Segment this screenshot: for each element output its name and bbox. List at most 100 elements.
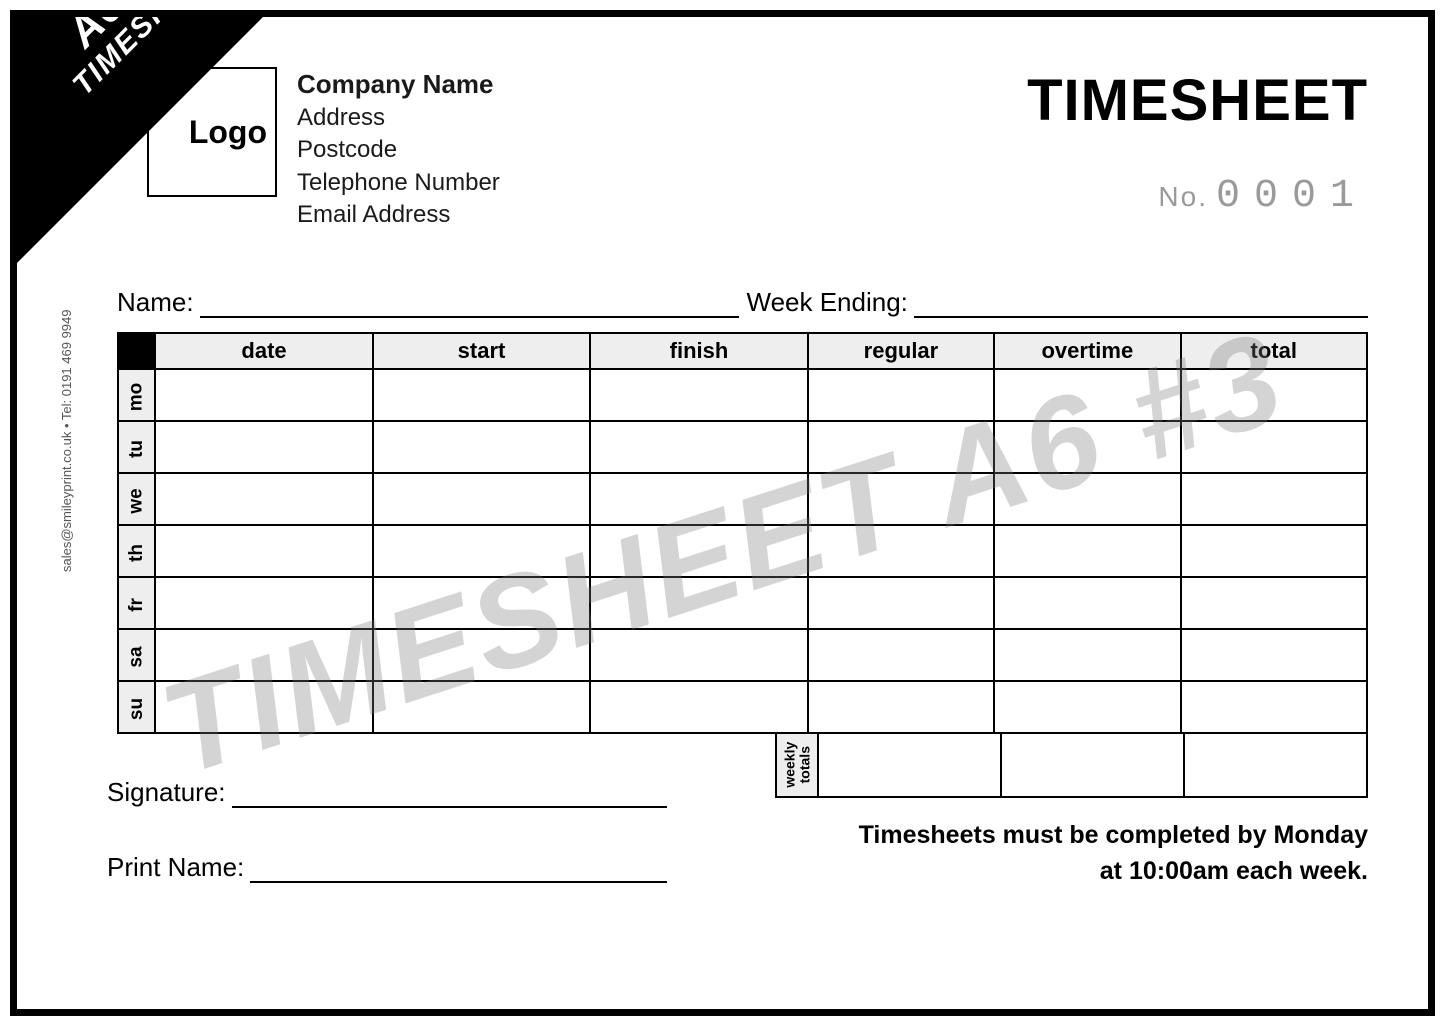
day-sa: sa [118,629,155,681]
document-number: No.0001 [1027,174,1368,219]
table-row: mo [118,369,1367,421]
col-total: total [1181,333,1367,369]
cell[interactable] [1181,421,1367,473]
cell[interactable] [808,577,994,629]
cell[interactable] [1181,525,1367,577]
cell[interactable] [994,629,1180,681]
table-row: sa [118,629,1367,681]
day-th: th [118,525,155,577]
table-row: th [118,525,1367,577]
cell[interactable] [590,369,807,421]
cell[interactable] [373,369,590,421]
cell[interactable] [373,473,590,525]
cell[interactable] [994,681,1180,733]
cell[interactable] [590,473,807,525]
table-header-row: date start finish regular overtime total [118,333,1367,369]
cell[interactable] [590,577,807,629]
table-row: su [118,681,1367,733]
table-row: fr [118,577,1367,629]
company-postcode: Postcode [297,134,500,166]
signature-block: Signature: Print Name: [107,777,667,927]
side-contact: sales@smileyprint.co.uk • Tel: 0191 469 … [59,310,74,573]
cell[interactable] [1181,577,1367,629]
title-block: TIMESHEET No.0001 [1027,67,1368,219]
cell[interactable] [590,421,807,473]
name-field[interactable]: Name: [117,287,739,318]
document-title: TIMESHEET [1027,67,1368,134]
cell[interactable] [808,473,994,525]
col-overtime: overtime [994,333,1180,369]
company-address: Address [297,102,500,134]
cell[interactable] [994,525,1180,577]
cell[interactable] [808,421,994,473]
day-we: we [118,473,155,525]
cell[interactable] [1181,473,1367,525]
weekly-total-total[interactable] [1185,732,1368,798]
print-name-label: Print Name: [107,852,244,883]
week-ending-label: Week Ending: [747,287,908,318]
cell[interactable] [373,629,590,681]
cell[interactable] [373,577,590,629]
week-ending-field[interactable]: Week Ending: [747,287,1369,318]
timesheet-table: date start finish regular overtime total… [117,332,1368,734]
info-row: Name: Week Ending: [117,287,1368,318]
cell[interactable] [1181,629,1367,681]
weekly-total-regular[interactable] [819,732,1002,798]
col-regular: regular [808,333,994,369]
cell[interactable] [1181,369,1367,421]
cell[interactable] [808,525,994,577]
table-row: we [118,473,1367,525]
footer-note-line1: Timesheets must be completed by Monday [859,817,1368,853]
company-lines: Company Name Address Postcode Telephone … [297,67,500,232]
day-mo: mo [118,369,155,421]
timesheet-table-wrap: date start finish regular overtime total… [117,332,1368,734]
day-fr: fr [118,577,155,629]
cell[interactable] [155,421,372,473]
cell[interactable] [1181,681,1367,733]
footer-note-line2: at 10:00am each week. [859,853,1368,889]
table-corner-cell [118,333,155,369]
cell[interactable] [994,473,1180,525]
cell[interactable] [994,421,1180,473]
print-name-field[interactable]: Print Name: [107,852,667,883]
cell[interactable] [373,421,590,473]
company-telephone: Telephone Number [297,167,500,199]
cell[interactable] [808,369,994,421]
col-date: date [155,333,372,369]
cell[interactable] [155,525,372,577]
cell[interactable] [373,525,590,577]
cell[interactable] [808,629,994,681]
table-body: mo tu we th fr sa su [118,369,1367,733]
cell[interactable] [994,577,1180,629]
cell[interactable] [590,629,807,681]
page-frame: A6 #3 TIMESHEET TIMESHEET A6 #3 Logo Com… [10,10,1435,1016]
cell[interactable] [590,681,807,733]
footer-note: Timesheets must be completed by Monday a… [859,817,1368,890]
weekly-totals-row: weeklytotals [775,732,1368,798]
col-finish: finish [590,333,807,369]
company-name: Company Name [297,67,500,102]
cell[interactable] [373,681,590,733]
col-start: start [373,333,590,369]
table-row: tu [118,421,1367,473]
cell[interactable] [155,577,372,629]
cell[interactable] [155,629,372,681]
print-name-underline [250,857,667,883]
number-value: 0001 [1216,174,1368,219]
week-ending-underline [914,292,1368,318]
cell[interactable] [155,473,372,525]
signature-field[interactable]: Signature: [107,777,667,808]
weekly-total-overtime[interactable] [1002,732,1185,798]
day-su: su [118,681,155,733]
cell[interactable] [155,681,372,733]
signature-label: Signature: [107,777,226,808]
company-email: Email Address [297,199,500,231]
name-label: Name: [117,287,194,318]
cell[interactable] [155,369,372,421]
name-underline [200,292,739,318]
day-tu: tu [118,421,155,473]
cell[interactable] [994,369,1180,421]
signature-underline [232,782,667,808]
cell[interactable] [590,525,807,577]
cell[interactable] [808,681,994,733]
